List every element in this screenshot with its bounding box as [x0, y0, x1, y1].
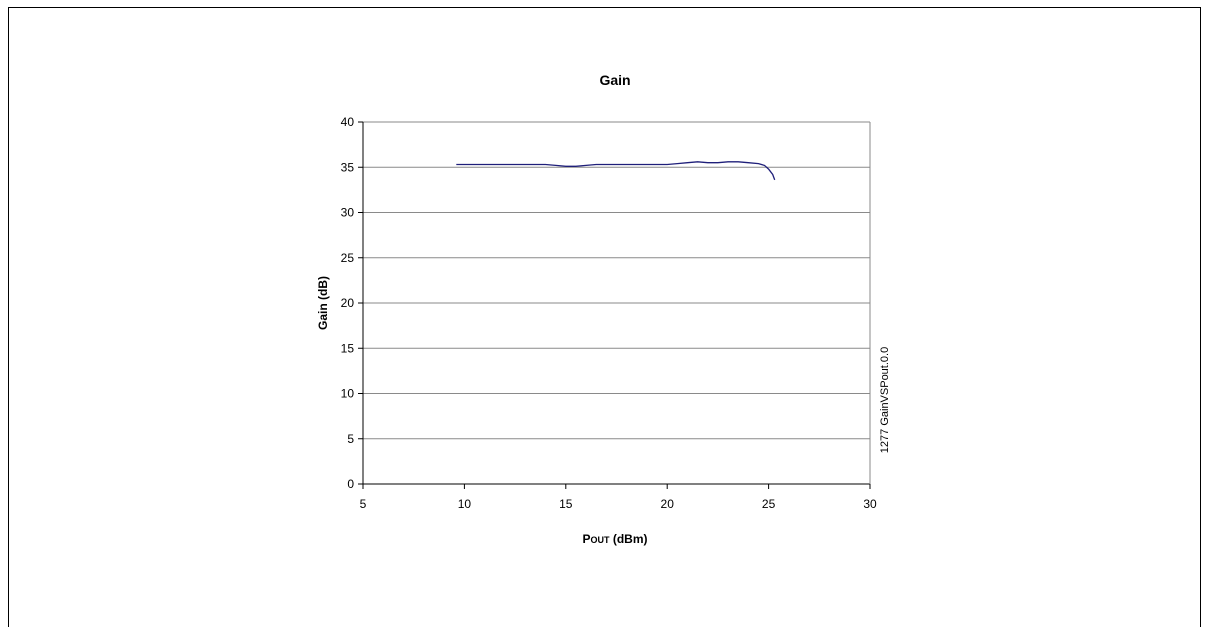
- y-tick-label-25: 25: [341, 251, 355, 265]
- y-tick-label-40: 40: [341, 115, 355, 129]
- x-axis-label-sub: OUT: [591, 535, 611, 545]
- chart-title: Gain: [599, 72, 630, 88]
- grid-lines: [363, 121, 870, 440]
- x-tick-label-5: 5: [360, 497, 367, 511]
- y-tick-label-35: 35: [341, 160, 355, 174]
- x-axis-label-unit: (dBm): [610, 532, 648, 546]
- x-tick-label-15: 15: [559, 497, 573, 511]
- y-axis-label: Gain (dB): [316, 276, 330, 330]
- x-tick-label-20: 20: [661, 497, 675, 511]
- figure-frame: [8, 7, 1201, 627]
- x-tick-label-30: 30: [863, 497, 877, 511]
- y-tick-label-20: 20: [341, 296, 355, 310]
- gain-series-line: [456, 161, 776, 181]
- axes: [358, 121, 871, 489]
- figure-id-note: 1277 GainVSPout.0.0: [879, 347, 891, 453]
- y-tick-label-30: 30: [341, 206, 355, 220]
- x-tick-label-25: 25: [762, 497, 776, 511]
- y-tick-label-15: 15: [341, 341, 355, 355]
- y-tick-labels: 0 5 10 15 20 25 30 35 40: [341, 115, 355, 491]
- x-axis-label: POUT (dBm): [582, 532, 647, 546]
- x-axis-label-main: P: [582, 532, 590, 546]
- x-tick-labels: 5 10 15 20 25 30: [360, 497, 877, 511]
- y-tick-label-10: 10: [341, 387, 355, 401]
- y-tick-label-5: 5: [347, 432, 354, 446]
- x-tick-label-10: 10: [458, 497, 472, 511]
- y-tick-label-0: 0: [347, 477, 354, 491]
